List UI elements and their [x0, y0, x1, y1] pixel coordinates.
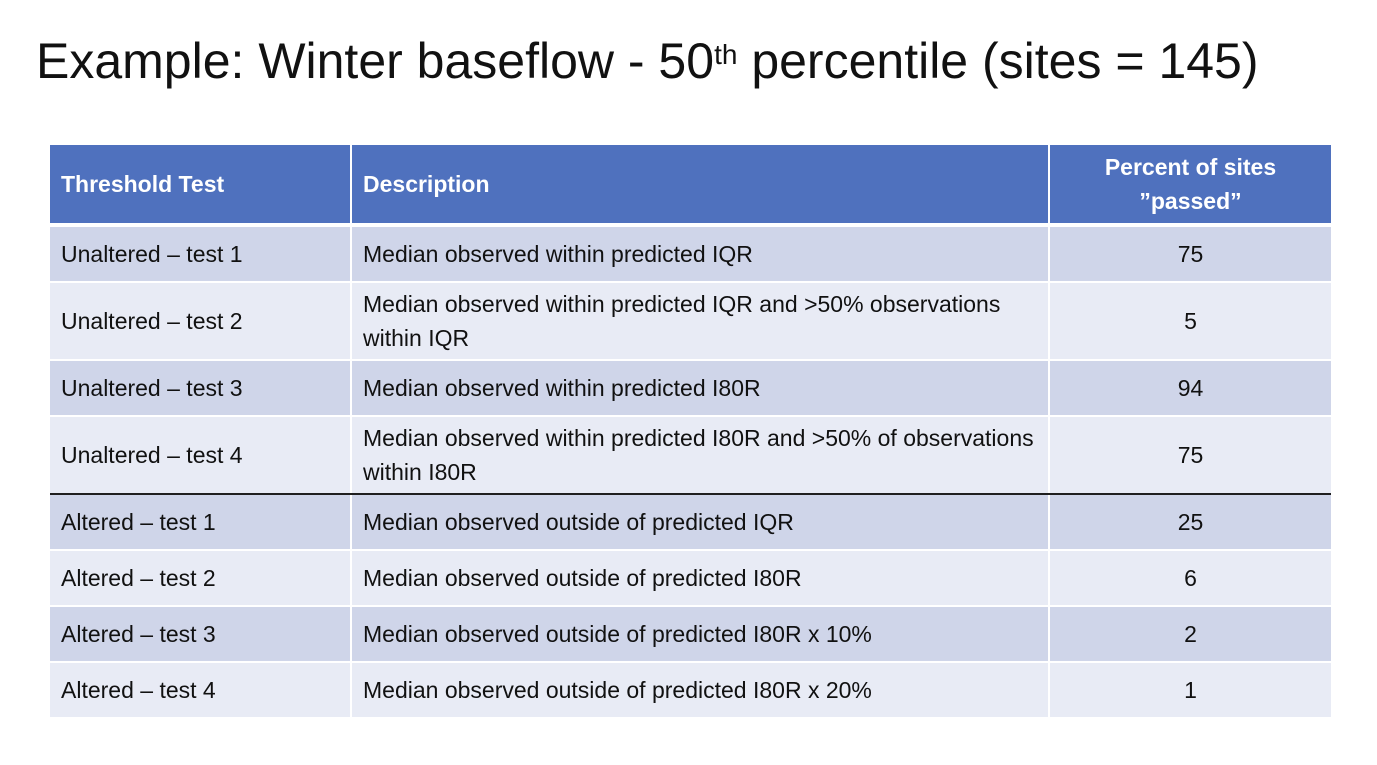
table-row: Unaltered – test 4 Median observed withi…: [50, 416, 1331, 495]
table-row: Unaltered – test 3 Median observed withi…: [50, 360, 1331, 417]
cell-test: Altered – test 3: [50, 606, 352, 663]
cell-description: Median observed within predicted IQR and…: [351, 282, 1050, 361]
cell-percent: 1: [1049, 662, 1331, 719]
threshold-test-table: Threshold Test Description Percent of si…: [50, 145, 1331, 719]
cell-test: Altered – test 1: [50, 494, 352, 551]
title-rest: percentile (sites = 145): [737, 33, 1259, 89]
cell-percent: 2: [1049, 606, 1331, 663]
table-row: Altered – test 4 Median observed outside…: [50, 662, 1331, 719]
table-row: Unaltered – test 1 Median observed withi…: [50, 225, 1331, 283]
cell-percent: 6: [1049, 550, 1331, 607]
cell-test: Altered – test 2: [50, 550, 352, 607]
cell-description: Median observed outside of predicted I80…: [351, 606, 1050, 663]
cell-description: Median observed outside of predicted I80…: [351, 662, 1050, 719]
cell-test: Unaltered – test 2: [50, 282, 352, 361]
table-header-row: Threshold Test Description Percent of si…: [50, 145, 1331, 227]
cell-percent: 75: [1049, 225, 1331, 283]
header-percent-label: Percent of sites ”passed”: [1104, 154, 1277, 214]
header-description: Description: [351, 145, 1050, 227]
cell-test: Unaltered – test 4: [50, 416, 352, 495]
cell-description: Median observed outside of predicted I80…: [351, 550, 1050, 607]
cell-test: Unaltered – test 1: [50, 225, 352, 283]
cell-description: Median observed within predicted I80R an…: [351, 416, 1050, 495]
table-row: Altered – test 2 Median observed outside…: [50, 550, 1331, 607]
cell-description: Median observed within predicted I80R: [351, 360, 1050, 417]
cell-test: Unaltered – test 3: [50, 360, 352, 417]
header-percent-passed: Percent of sites ”passed”: [1049, 145, 1331, 227]
cell-description: Median observed outside of predicted IQR: [351, 494, 1050, 551]
cell-description: Median observed within predicted IQR: [351, 225, 1050, 283]
slide-title: Example: Winter baseflow - 50th percenti…: [36, 26, 1259, 96]
header-threshold-test: Threshold Test: [50, 145, 352, 227]
cell-percent: 94: [1049, 360, 1331, 417]
cell-percent: 75: [1049, 416, 1331, 495]
table-row: Unaltered – test 2 Median observed withi…: [50, 282, 1331, 361]
title-superscript: th: [714, 39, 738, 70]
cell-percent: 25: [1049, 494, 1331, 551]
cell-percent: 5: [1049, 282, 1331, 361]
title-main: Example: Winter baseflow - 50: [36, 33, 715, 89]
cell-test: Altered – test 4: [50, 662, 352, 719]
table-row: Altered – test 3 Median observed outside…: [50, 606, 1331, 663]
table-row: Altered – test 1 Median observed outside…: [50, 494, 1331, 551]
